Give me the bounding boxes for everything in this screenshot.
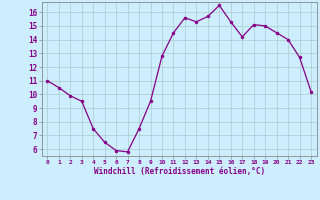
X-axis label: Windchill (Refroidissement éolien,°C): Windchill (Refroidissement éolien,°C) xyxy=(94,167,265,176)
